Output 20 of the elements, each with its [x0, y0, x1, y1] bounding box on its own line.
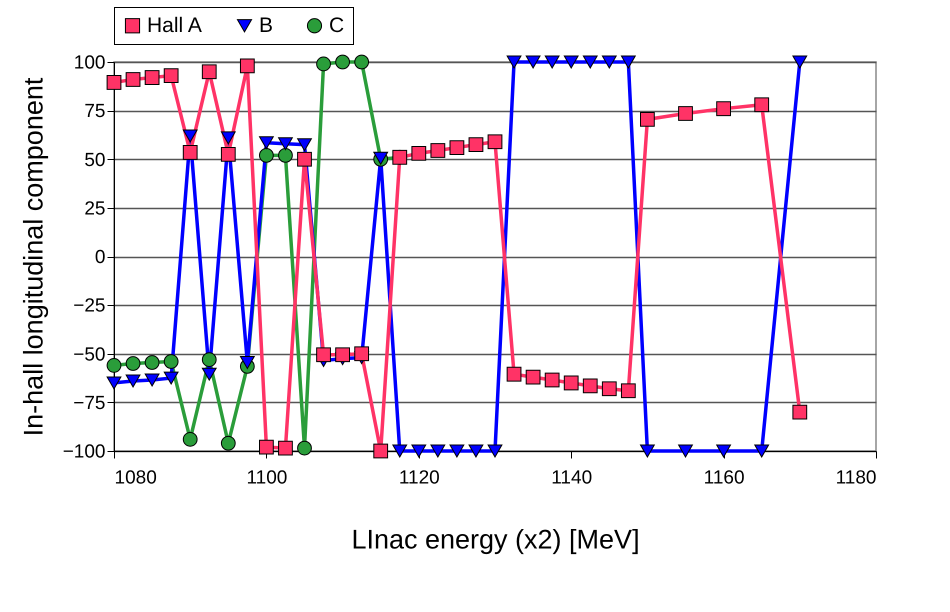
x-tick-label: 1180 [836, 468, 876, 488]
x-tick-label: 1100 [246, 468, 288, 488]
y-tick-label: 25 [84, 198, 106, 220]
y-tick-label: −100 [62, 442, 106, 462]
y-tick-label: 75 [84, 101, 106, 122]
y-tick-label: 50 [84, 150, 106, 171]
x-tick-label: 1140 [551, 468, 592, 488]
x-tick-label: 1160 [704, 468, 745, 488]
legend-label: B [259, 14, 274, 37]
y-axis-title: In-hall longitudinal component [18, 77, 49, 436]
x-tick-label: 1120 [398, 468, 440, 488]
x-axis-title: LInac energy (x2) [MeV] [351, 524, 640, 554]
x-tick-label: 1080 [114, 468, 157, 488]
legend-label: Hall A [147, 14, 202, 37]
y-tick-label: 0 [94, 247, 106, 268]
y-tick-label: −25 [73, 296, 106, 317]
y-tick-label: −50 [73, 344, 106, 366]
legend-label: C [329, 14, 344, 37]
y-tick-label: −75 [73, 392, 106, 414]
y-tick-label: 100 [74, 52, 106, 74]
